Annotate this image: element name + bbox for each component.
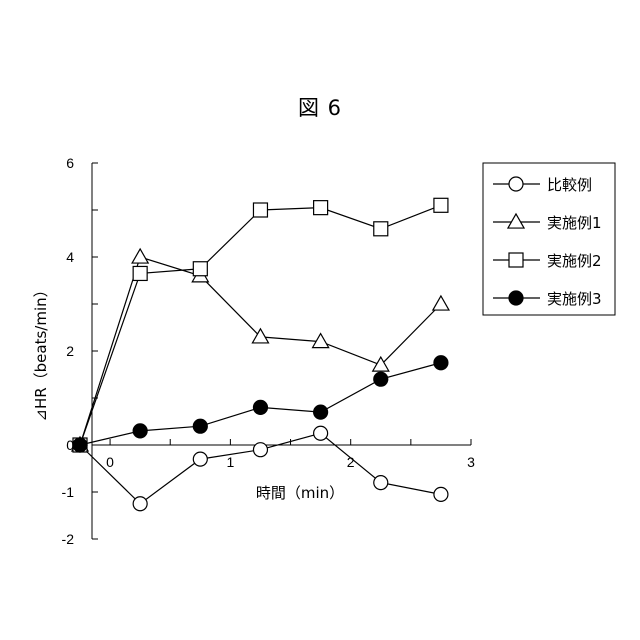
data-point <box>374 372 388 386</box>
data-point <box>314 426 328 440</box>
y-tick-label: -1 <box>62 484 75 500</box>
data-point <box>434 487 448 501</box>
data-point <box>434 198 448 212</box>
legend-marker <box>509 177 523 191</box>
legend-marker <box>509 291 523 305</box>
x-tick-label: 0 <box>106 454 114 470</box>
data-point <box>434 356 448 370</box>
series-layer <box>72 198 449 510</box>
legend-label: 実施例1 <box>547 214 602 232</box>
y-tick-label: 2 <box>66 343 74 359</box>
x-tick-label: 3 <box>467 454 475 470</box>
data-point <box>253 443 267 457</box>
data-point <box>374 476 388 490</box>
data-point <box>133 266 147 280</box>
data-point <box>374 222 388 236</box>
y-tick-label: 6 <box>66 155 74 171</box>
data-point <box>73 438 87 452</box>
legend-label: 実施例2 <box>547 252 602 270</box>
data-point <box>253 203 267 217</box>
y-tick-label: 4 <box>66 249 74 265</box>
x-tick-label: 1 <box>226 454 234 470</box>
data-point <box>193 262 207 276</box>
legend-label: 実施例3 <box>547 290 602 308</box>
x-axis-title: 時間（min） <box>256 484 344 502</box>
series-line <box>80 257 441 445</box>
data-point <box>193 452 207 466</box>
legend-marker <box>509 253 523 267</box>
data-point <box>314 201 328 215</box>
legend-label: 比較例 <box>547 176 592 194</box>
data-point <box>132 249 148 263</box>
data-point <box>133 424 147 438</box>
data-point <box>314 405 328 419</box>
series-2 <box>72 249 449 451</box>
data-point <box>433 296 449 310</box>
legend: 比較例実施例1 実施例2 実施例3 <box>483 163 615 315</box>
data-point <box>193 419 207 433</box>
y-tick-label: -2 <box>62 531 75 547</box>
legend-item: 実施例2 <box>493 252 602 270</box>
y-axis-title: ⊿HR（beats/min） <box>32 282 50 421</box>
data-point <box>133 497 147 511</box>
series-4 <box>73 356 448 452</box>
data-point <box>253 400 267 414</box>
